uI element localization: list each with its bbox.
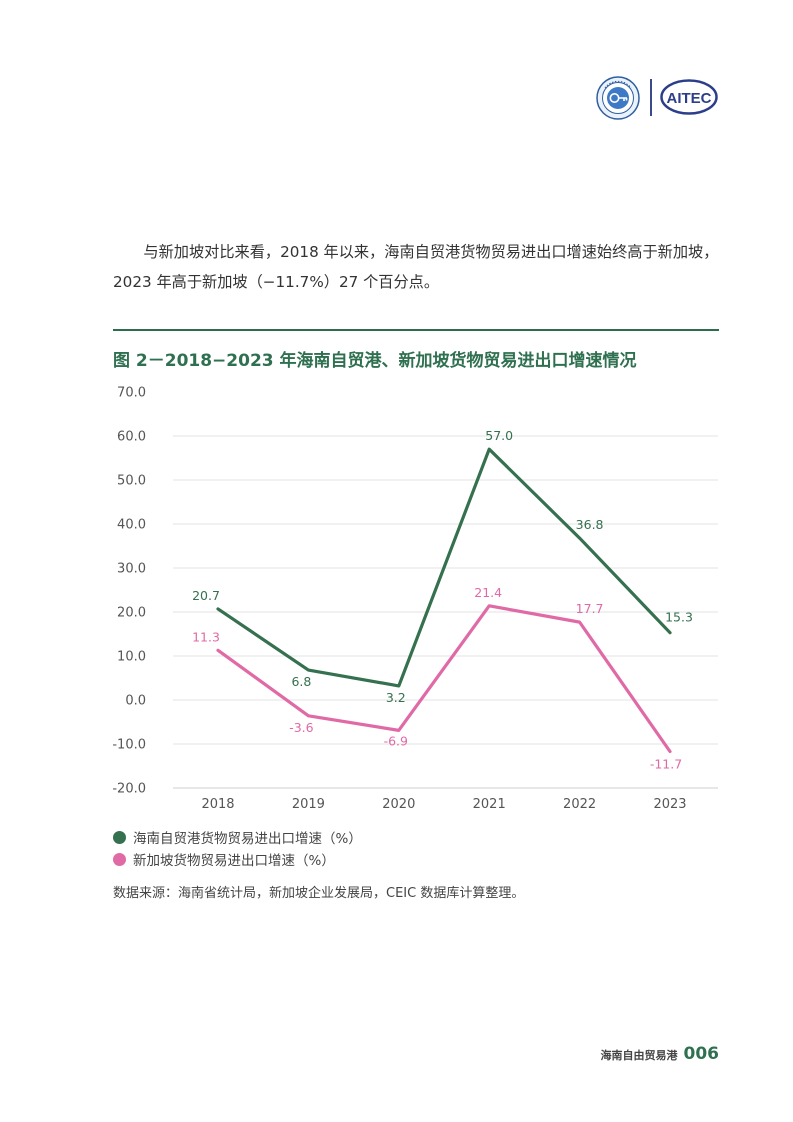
data-label-series-1: 11.3 [192,629,220,644]
data-label-series-1: 21.4 [474,585,502,600]
y-tick-label: -10.0 [112,738,146,753]
x-tick-label: 2018 [201,797,234,812]
x-tick-label: 2022 [563,797,596,812]
data-label-series-1: -3.6 [289,720,313,735]
chart-axes: 70.0 60.0 50.0 40.0 30.0 20.0 10.0 0.0 -10.0 -20.… [112,386,686,813]
aitec-logo: AITEC [660,79,718,115]
legend-item-singapore: 新加坡货物贸易进出口增速（%） [113,848,362,870]
data-label-series-1: -6.9 [384,733,408,748]
legend-marker-singapore [113,852,126,866]
figure-title: 图 2－2018−2023 年海南自贸港、新加坡货物贸易进出口增速情况 [113,351,637,371]
data-source-note: 数据来源：海南省统计局，新加坡企业发展局，CEIC 数据库计算整理。 [113,886,525,901]
y-tick-label: 50.0 [117,474,146,489]
logo-divider [650,79,652,116]
x-tick-label: 2021 [473,797,506,812]
y-tick-label: 0.0 [125,694,146,709]
chart-legend: 海南自贸港货物贸易进出口增速（%） 新加坡货物贸易进出口增速（%） [113,826,362,870]
y-tick-label: 20.0 [117,606,146,621]
series-line-0 [216,447,672,688]
y-tick-label: 40.0 [117,518,146,533]
footer-publication-label: 海南自由贸易港 [600,1049,678,1062]
y-tick-label: 30.0 [117,562,146,577]
figure-top-rule [113,329,719,331]
page-footer: 海南自由贸易港 006 [601,1044,720,1064]
legend-label-singapore: 新加坡货物贸易进出口增速（%） [133,853,335,869]
y-tick-label: 10.0 [117,650,146,665]
legend-marker-hainan [113,830,126,844]
chart-series [216,447,672,754]
x-tick-label: 2019 [292,797,325,812]
legend-item-hainan: 海南自贸港货物贸易进出口增速（%） [113,826,362,848]
page-number: 006 [683,1044,720,1064]
y-tick-label: -20.0 [112,782,146,797]
data-label-series-0: 3.2 [386,690,406,705]
data-label-series-1: 17.7 [576,601,604,616]
legend-label-hainan: 海南自贸港货物贸易进出口增速（%） [133,831,362,847]
data-label-series-0: 36.8 [576,517,604,532]
intro-paragraph: 与新加坡对比来看，2018 年以来，海南自贸港货物贸易进出口增速始终高于新加坡，… [113,243,719,291]
header-logos: AITEC [594,76,722,120]
data-label-series-0: 15.3 [665,610,693,625]
data-label-series-0: 6.8 [291,674,311,689]
y-tick-label: 70.0 [117,386,146,401]
data-label-series-0: 20.7 [192,588,220,603]
data-label-series-0: 57.0 [485,428,513,443]
series-line-1 [216,604,672,754]
chart-gridlines [173,435,718,789]
y-tick-label: 60.0 [117,430,146,445]
aitec-logo-text: AITEC [667,90,712,107]
chart-data-labels: 20.7 6.8 3.2 57.0 36.8 15.3 11.3 -3.6 -6.9 21.4 17… [192,428,693,771]
institute-seal-logo [596,76,640,120]
data-label-series-1: -11.7 [650,756,682,771]
x-tick-label: 2023 [653,797,686,812]
x-tick-label: 2020 [382,797,415,812]
